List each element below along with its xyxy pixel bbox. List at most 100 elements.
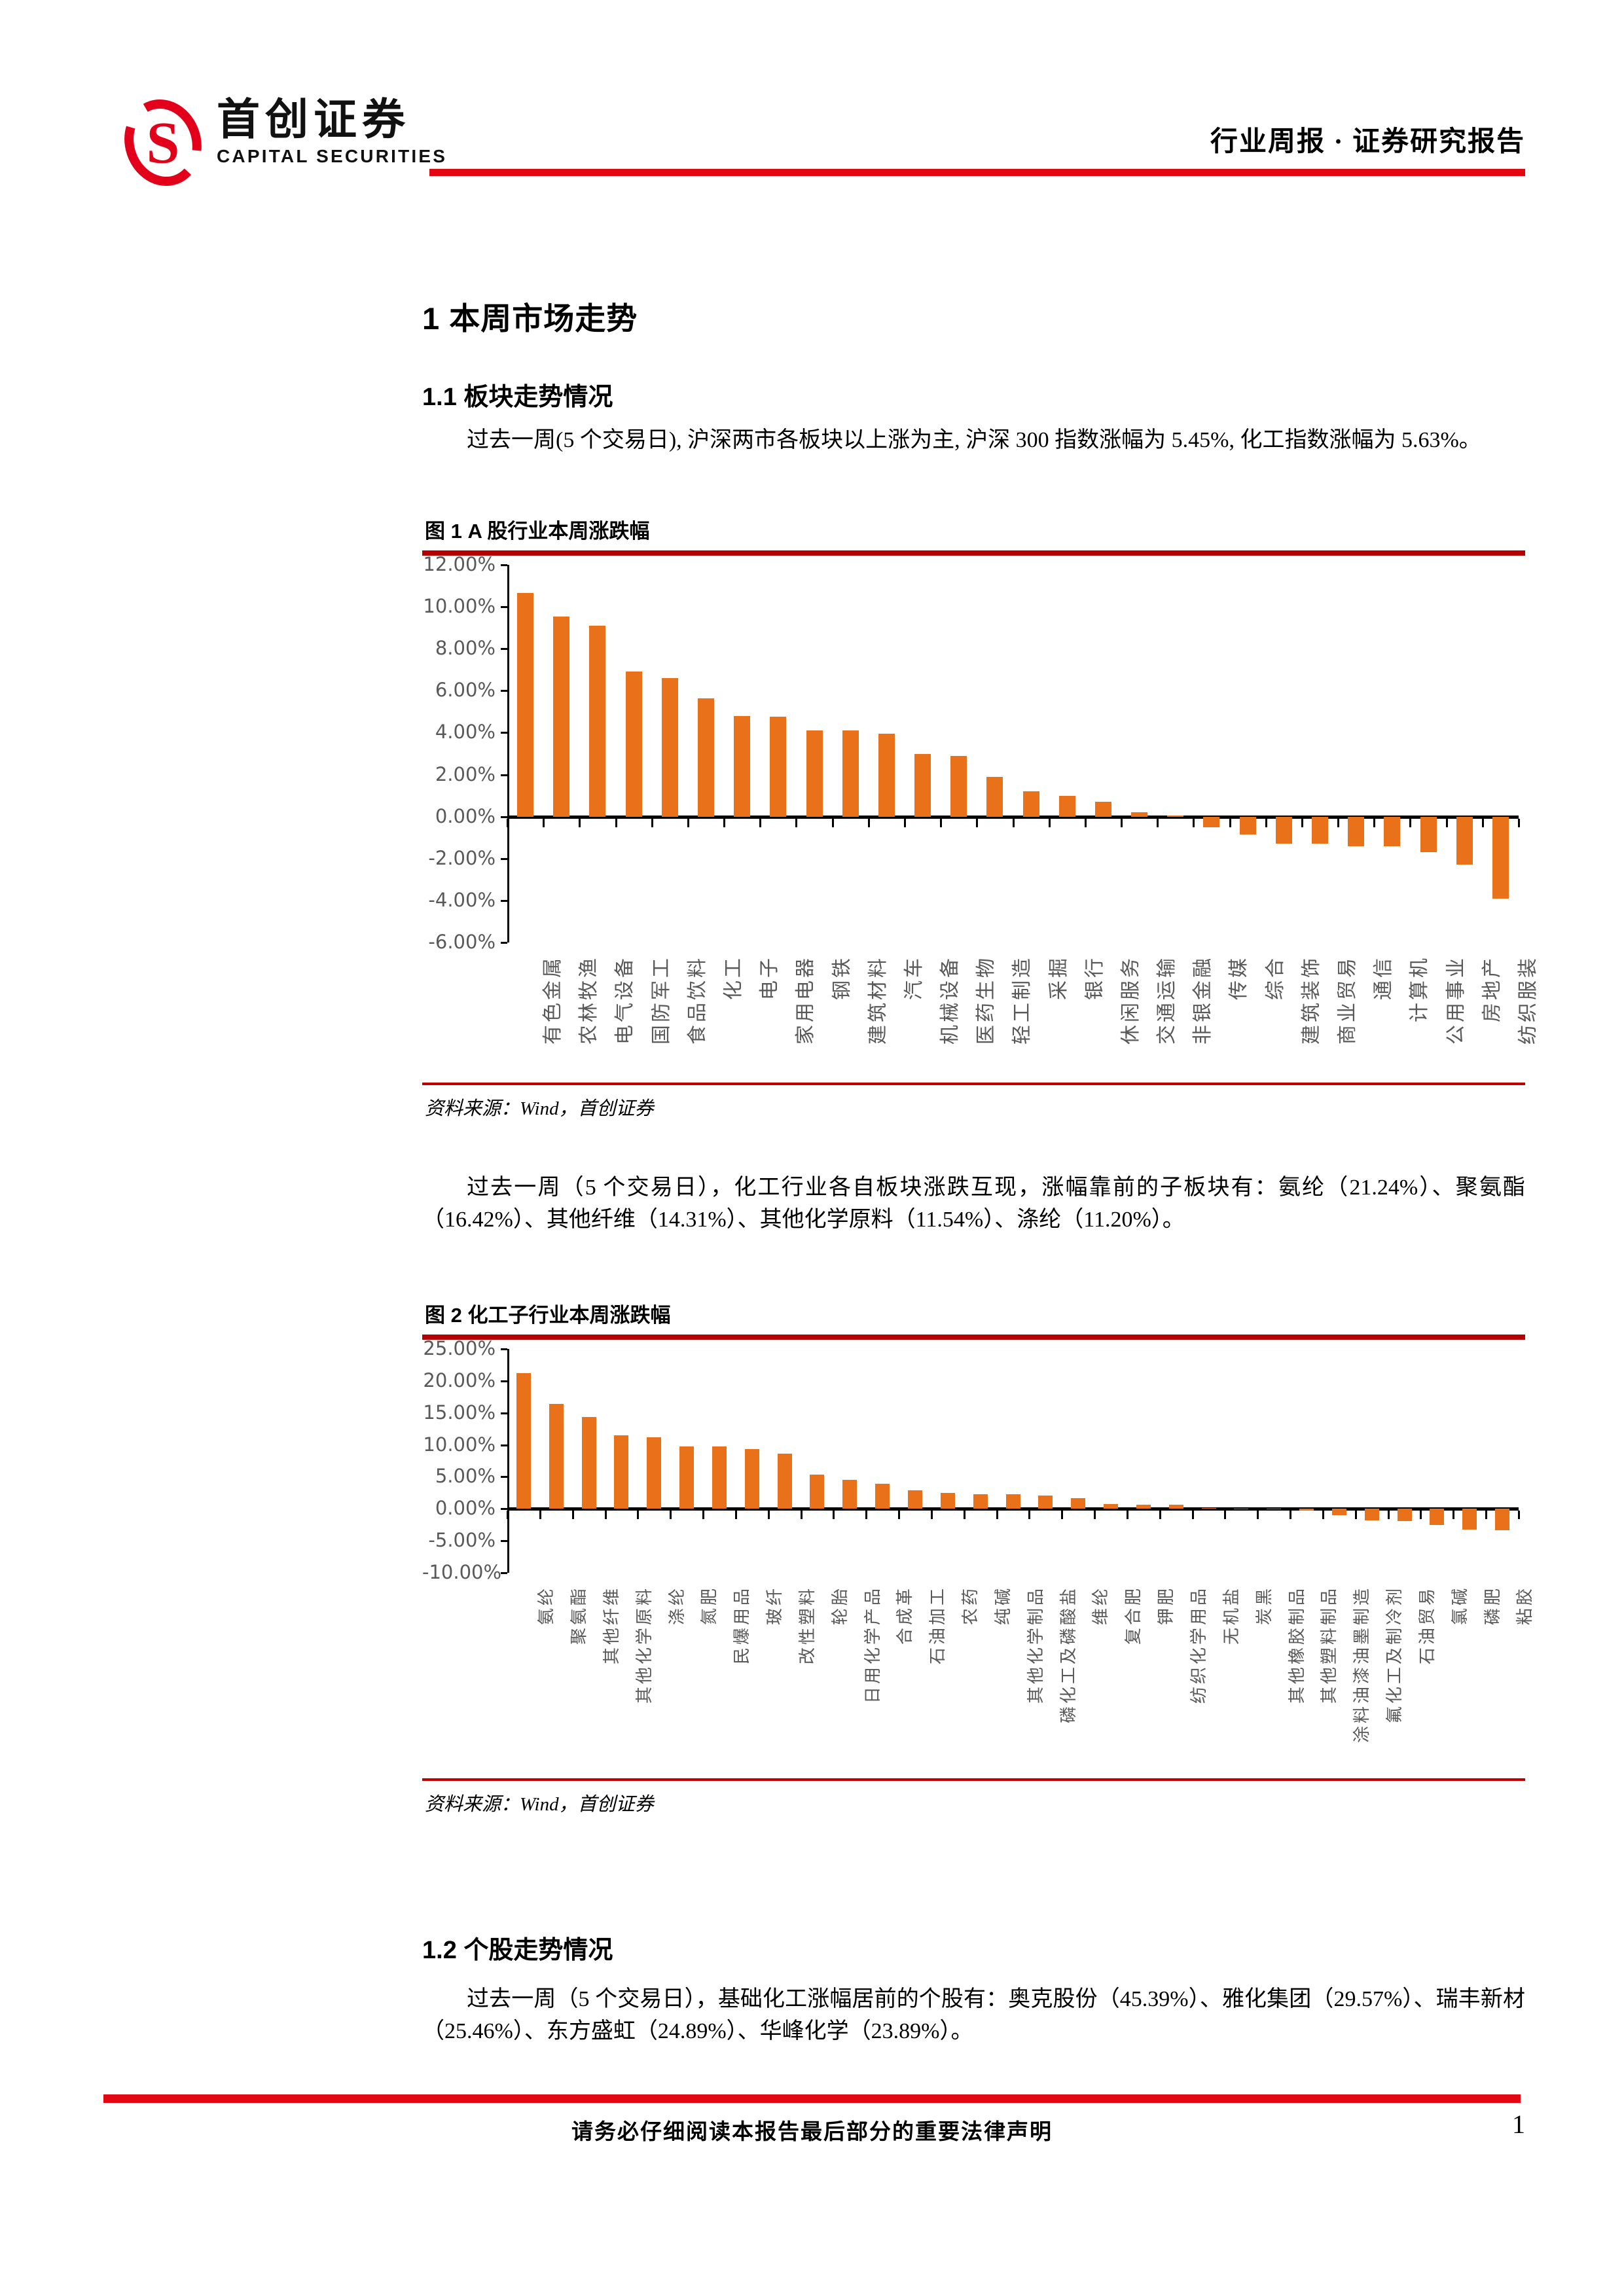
y-axis-tick-label: 25.00% xyxy=(423,1337,496,1359)
x-axis-label: 食品饮料 xyxy=(685,956,709,1045)
figure-2-source-rule xyxy=(422,1778,1525,1781)
y-axis-line xyxy=(507,565,509,942)
bar-休闲服务 xyxy=(1094,802,1111,817)
x-axis-tick xyxy=(637,1511,640,1520)
y-axis-tick-label: 12.00% xyxy=(423,553,496,575)
x-axis-label: 汽车 xyxy=(902,956,926,1000)
bar-计算机 xyxy=(1384,816,1401,846)
bar-综合 xyxy=(1239,816,1256,834)
figure-1-source-rule xyxy=(422,1083,1525,1085)
x-axis-tick xyxy=(539,1511,541,1520)
x-axis-label: 涤纶 xyxy=(667,1586,687,1626)
x-axis-tick xyxy=(723,818,726,827)
x-axis-tick xyxy=(1481,818,1484,827)
x-axis-label: 传媒 xyxy=(1227,956,1251,1000)
x-axis-tick xyxy=(1409,818,1412,827)
x-axis-tick xyxy=(963,1511,965,1520)
figure-2-title: 图 2 化工子行业本周涨跌幅 xyxy=(425,1304,671,1327)
x-axis-tick xyxy=(833,1511,835,1520)
x-axis-tick xyxy=(1354,1511,1357,1520)
bar-机械设备 xyxy=(914,753,931,817)
bar-汽车 xyxy=(878,734,895,817)
bar-银行 xyxy=(1058,795,1075,817)
y-axis-tick-label: 10.00% xyxy=(423,1433,496,1456)
x-axis-label: 国防军工 xyxy=(649,956,673,1045)
x-axis-tick xyxy=(1159,1511,1161,1520)
bar-电气设备 xyxy=(589,625,606,817)
x-axis-tick xyxy=(1157,818,1159,827)
x-axis-tick xyxy=(734,1511,737,1520)
x-axis-tick xyxy=(1290,1511,1292,1520)
x-axis-tick xyxy=(903,818,906,827)
y-axis-tick-label: -6.00% xyxy=(428,931,496,953)
report-type-label: 行业周报 · 证券研究报告 xyxy=(1210,127,1525,157)
x-axis-tick xyxy=(1126,1511,1128,1520)
x-axis-label: 轻工制造 xyxy=(1011,956,1034,1045)
bar-聚氨酯 xyxy=(549,1403,564,1509)
y-axis-tick-label: 8.00% xyxy=(435,637,496,660)
y-axis-tick-label: 0.00% xyxy=(435,804,496,827)
bar-其他化学制品 xyxy=(1005,1494,1020,1509)
x-axis-label: 纺织服装 xyxy=(1516,956,1540,1045)
capital-securities-logo-icon: S xyxy=(124,99,202,187)
brand-logo: S 首创证券 CAPITAL SECURITIES xyxy=(121,96,447,188)
y-axis-tick-label: -5.00% xyxy=(428,1529,496,1552)
bar-磷化工及磷酸盐 xyxy=(1038,1495,1053,1509)
footer-disclaimer: 请务必仔细阅读本报告最后部分的重要法律声明 xyxy=(571,2121,1053,2144)
y-axis-tick xyxy=(501,816,507,818)
x-axis-label: 磷肥 xyxy=(1483,1586,1503,1626)
x-axis-label: 合成革 xyxy=(895,1586,916,1645)
x-axis-tick xyxy=(651,818,653,827)
x-axis-tick xyxy=(1224,1511,1227,1520)
x-axis-tick xyxy=(1445,818,1448,827)
x-axis-tick xyxy=(507,1511,509,1520)
bar-医药生物 xyxy=(950,755,967,817)
bar-氯碱 xyxy=(1430,1509,1445,1525)
bar-公用事业 xyxy=(1420,816,1437,853)
bar-氟化工及制冷剂 xyxy=(1364,1509,1379,1521)
x-axis-label: 石油加工 xyxy=(928,1586,948,1665)
y-axis-tick xyxy=(501,732,507,734)
x-axis-tick xyxy=(867,818,870,827)
bar-涂料油漆油墨制造 xyxy=(1331,1509,1346,1516)
x-axis-label: 采掘 xyxy=(1047,956,1070,1000)
x-axis-tick xyxy=(1301,818,1303,827)
bar-其他塑料制品 xyxy=(1299,1509,1314,1511)
y-axis-tick xyxy=(501,690,507,692)
figure-1-title-rule xyxy=(422,550,1525,556)
x-axis-tick xyxy=(1229,818,1231,827)
bar-农林牧渔 xyxy=(553,616,570,817)
figure-2-source: 资料来源：Wind，首创证券 xyxy=(425,1794,654,1815)
bar-磷肥 xyxy=(1462,1509,1477,1530)
page-number: 1 xyxy=(1512,2109,1525,2139)
bar-食品饮料 xyxy=(661,678,678,817)
bar-电子 xyxy=(734,715,751,817)
bar-农药 xyxy=(940,1492,955,1509)
y-axis-tick xyxy=(501,899,507,902)
brand-text: 首创证券 CAPITAL SECURITIES xyxy=(217,96,447,167)
bar-轮胎 xyxy=(810,1474,825,1509)
figure-1-source: 资料来源：Wind，首创证券 xyxy=(425,1098,654,1119)
bar-商业贸易 xyxy=(1312,816,1329,844)
x-axis-tick xyxy=(1518,1511,1520,1520)
bar-维纶 xyxy=(1071,1498,1086,1509)
y-axis-tick-label: 5.00% xyxy=(435,1465,496,1488)
x-axis-label: 电气设备 xyxy=(613,956,637,1045)
x-axis-tick xyxy=(940,818,943,827)
bar-纺织化学用品 xyxy=(1168,1504,1183,1509)
bar-传媒 xyxy=(1203,816,1220,827)
y-axis-tick xyxy=(501,1444,507,1446)
x-axis-tick xyxy=(1373,818,1376,827)
x-axis-tick xyxy=(1048,818,1051,827)
x-axis-label: 建筑装饰 xyxy=(1299,956,1323,1045)
footer-rule xyxy=(103,2094,1521,2103)
x-axis-tick xyxy=(1061,1511,1064,1520)
x-axis-line xyxy=(507,1507,1519,1511)
y-axis-tick xyxy=(501,1348,507,1350)
y-axis-tick-label: 6.00% xyxy=(435,679,496,702)
bar-纺织服装 xyxy=(1492,816,1509,899)
x-axis-label: 农药 xyxy=(961,1586,981,1626)
x-axis-label: 化工 xyxy=(721,956,745,1000)
x-axis-label: 房地产 xyxy=(1480,956,1504,1022)
y-axis-tick xyxy=(501,648,507,651)
